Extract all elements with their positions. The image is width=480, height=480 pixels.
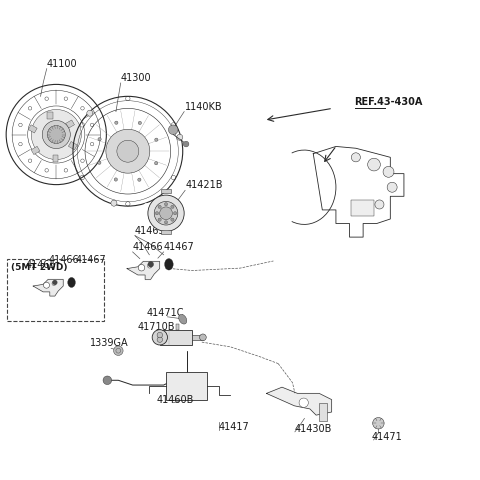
Circle shape (164, 203, 168, 206)
Circle shape (375, 201, 384, 210)
Polygon shape (266, 387, 332, 415)
Circle shape (177, 135, 183, 141)
Text: 41100: 41100 (47, 59, 77, 69)
Circle shape (138, 265, 145, 271)
Text: 1339GA: 1339GA (90, 337, 128, 348)
FancyBboxPatch shape (144, 204, 188, 224)
Bar (160, 330, 192, 345)
Circle shape (387, 183, 397, 193)
Circle shape (103, 376, 112, 385)
Circle shape (351, 154, 360, 163)
Circle shape (164, 221, 168, 225)
Circle shape (111, 201, 117, 207)
Circle shape (158, 218, 161, 222)
Circle shape (47, 126, 65, 144)
Circle shape (148, 262, 154, 268)
Circle shape (173, 212, 177, 216)
Circle shape (114, 179, 118, 182)
Bar (351, 201, 374, 217)
Bar (161, 230, 171, 234)
Text: 41300: 41300 (120, 73, 151, 83)
Text: 41471C: 41471C (147, 307, 184, 317)
Text: 1140KB: 1140KB (185, 101, 223, 111)
Circle shape (383, 167, 394, 178)
Bar (176, 324, 179, 330)
Bar (161, 189, 171, 193)
Text: 41465: 41465 (25, 260, 56, 270)
Circle shape (6, 85, 107, 185)
Circle shape (31, 110, 81, 160)
Circle shape (155, 162, 158, 166)
Polygon shape (313, 147, 404, 238)
Circle shape (183, 142, 189, 148)
Circle shape (299, 398, 308, 408)
Circle shape (168, 126, 178, 135)
Circle shape (160, 207, 172, 220)
Circle shape (171, 218, 174, 222)
Circle shape (98, 138, 101, 142)
Circle shape (158, 206, 161, 209)
Circle shape (106, 130, 150, 174)
Text: 41421B: 41421B (185, 180, 223, 190)
Text: 41466: 41466 (48, 255, 79, 265)
Circle shape (171, 206, 174, 209)
Text: 41463: 41463 (135, 225, 166, 235)
Circle shape (44, 283, 49, 288)
Circle shape (200, 334, 206, 341)
Circle shape (157, 337, 163, 343)
Circle shape (157, 333, 163, 338)
Circle shape (154, 202, 178, 226)
Text: 41467: 41467 (164, 241, 194, 252)
Text: 41430B: 41430B (295, 423, 332, 433)
Text: 41710B: 41710B (137, 322, 175, 331)
Circle shape (73, 97, 183, 207)
Ellipse shape (68, 278, 75, 288)
Circle shape (115, 122, 118, 125)
Circle shape (42, 121, 70, 149)
Circle shape (156, 212, 158, 216)
Bar (28, 125, 37, 134)
Circle shape (138, 122, 142, 125)
Text: 41460B: 41460B (156, 395, 194, 404)
Circle shape (147, 264, 152, 268)
Text: (5MT 2WD): (5MT 2WD) (11, 262, 67, 271)
Bar (53, 156, 58, 163)
Bar (192, 335, 203, 340)
Text: 41471: 41471 (371, 431, 402, 441)
Ellipse shape (165, 259, 173, 270)
Circle shape (114, 346, 123, 356)
Circle shape (152, 330, 168, 345)
Text: 41417: 41417 (218, 421, 249, 432)
Text: 41466: 41466 (132, 241, 163, 252)
Bar (7, 259, 104, 321)
Polygon shape (33, 280, 63, 297)
Circle shape (138, 179, 141, 182)
Bar (166, 372, 206, 400)
Polygon shape (127, 262, 160, 280)
Circle shape (155, 139, 158, 142)
Circle shape (98, 162, 101, 165)
Circle shape (368, 159, 380, 171)
Bar (47, 113, 53, 120)
Text: REF.43-430A: REF.43-430A (355, 96, 423, 107)
Ellipse shape (179, 315, 187, 324)
Bar (66, 120, 74, 129)
Bar (319, 403, 327, 421)
Circle shape (372, 418, 384, 429)
Text: 41467: 41467 (75, 255, 106, 265)
Bar (31, 147, 40, 155)
Circle shape (87, 111, 93, 117)
Circle shape (148, 196, 184, 232)
Circle shape (52, 282, 56, 286)
Circle shape (117, 141, 139, 163)
Bar (68, 142, 77, 151)
Circle shape (52, 280, 57, 285)
